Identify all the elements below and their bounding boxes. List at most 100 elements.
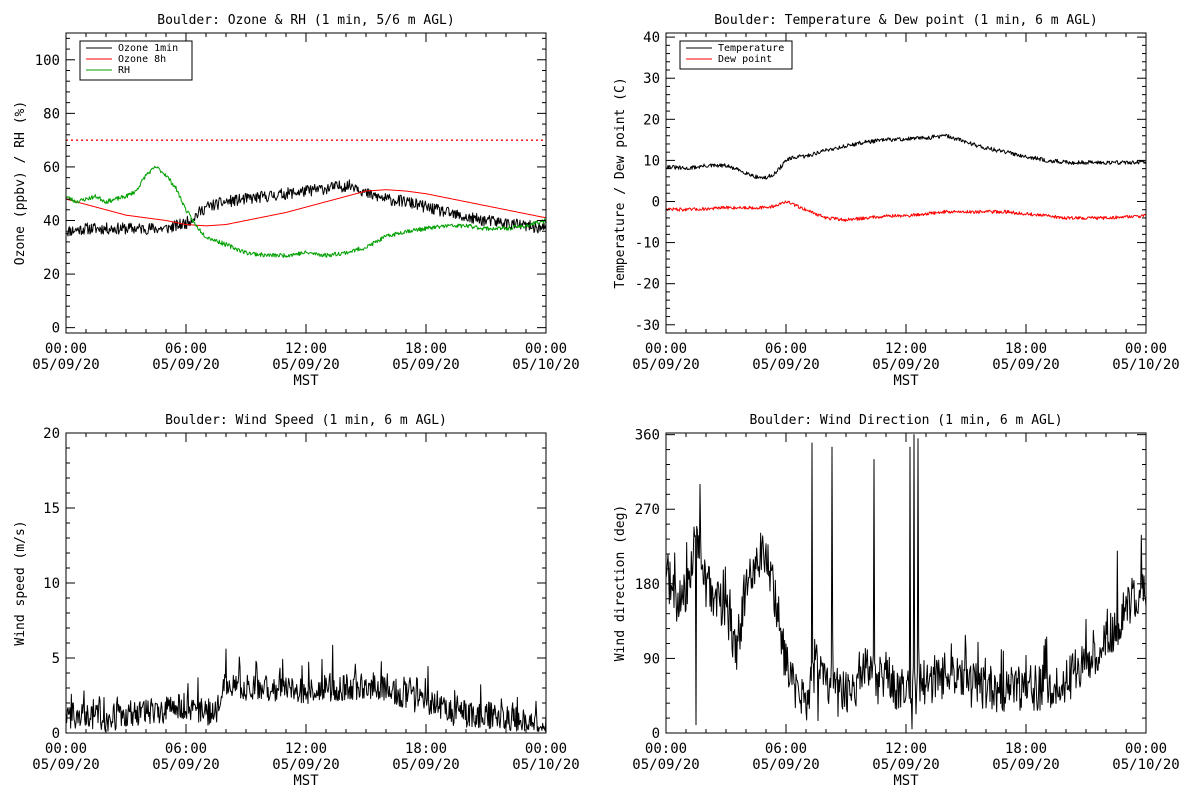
legend-label: Dew point bbox=[718, 54, 772, 65]
y-tick-label: 0 bbox=[652, 726, 660, 742]
x-tick-label-time: 18:00 bbox=[1005, 741, 1047, 757]
y-tick-label: 30 bbox=[643, 71, 660, 87]
x-tick-label-time: 12:00 bbox=[885, 341, 927, 357]
y-tick-label: 0 bbox=[52, 321, 60, 337]
y-tick-label: 90 bbox=[643, 651, 660, 667]
y-tick-label: 360 bbox=[635, 428, 660, 444]
y-tick-label: 10 bbox=[643, 153, 660, 169]
x-tick-label-time: 06:00 bbox=[765, 341, 807, 357]
y-axis-label: Ozone (ppbv) / RH (%) bbox=[13, 101, 28, 265]
x-tick-label-time: 18:00 bbox=[405, 741, 447, 757]
series-line-temperature bbox=[666, 133, 1146, 180]
y-tick-label: 40 bbox=[643, 30, 660, 46]
x-axis-label: MST bbox=[893, 773, 919, 789]
x-tick-label-time: 06:00 bbox=[165, 741, 207, 757]
y-tick-label: -30 bbox=[635, 318, 660, 334]
y-tick-label: 10 bbox=[43, 576, 60, 592]
x-tick-label-date: 05/09/20 bbox=[32, 357, 99, 373]
x-tick-label-date: 05/09/20 bbox=[392, 757, 459, 773]
x-tick-label-time: 12:00 bbox=[885, 741, 927, 757]
y-tick-label: 40 bbox=[43, 214, 60, 230]
y-tick-label: 15 bbox=[43, 501, 60, 517]
series-line-0 bbox=[66, 644, 546, 732]
x-tick-label-time: 00:00 bbox=[645, 341, 687, 357]
panel-wind_dir: Boulder: Wind Direction (1 min, 6 m AGL)… bbox=[613, 413, 1180, 789]
chart-title: Boulder: Wind Speed (1 min, 6 m AGL) bbox=[165, 413, 447, 428]
y-axis-label: Wind speed (m/s) bbox=[13, 520, 28, 645]
x-tick-label-time: 00:00 bbox=[525, 741, 567, 757]
x-tick-label-time: 00:00 bbox=[45, 741, 87, 757]
y-tick-label: 60 bbox=[43, 160, 60, 176]
y-tick-label: -20 bbox=[635, 277, 660, 293]
y-axis-label: Wind direction (deg) bbox=[613, 505, 628, 662]
y-tick-label: 0 bbox=[652, 194, 660, 210]
y-tick-label: 270 bbox=[635, 502, 660, 518]
x-axis-label: MST bbox=[893, 373, 919, 389]
plot-area bbox=[66, 644, 546, 732]
plot-area bbox=[66, 139, 546, 258]
x-tick-label-date: 05/09/20 bbox=[872, 357, 939, 373]
legend-label: Ozone 1min bbox=[118, 43, 178, 54]
x-axis-label: MST bbox=[293, 373, 319, 389]
x-tick-label-time: 06:00 bbox=[165, 341, 207, 357]
y-tick-label: 20 bbox=[43, 426, 60, 442]
series-line-dew-point bbox=[666, 200, 1146, 223]
legend-label: Temperature bbox=[718, 43, 784, 54]
x-tick-label-date: 05/09/20 bbox=[992, 357, 1059, 373]
axes-frame bbox=[665, 32, 1147, 334]
chart-title: Boulder: Temperature & Dew point (1 min,… bbox=[714, 13, 1098, 28]
x-tick-label-date: 05/09/20 bbox=[32, 757, 99, 773]
legend-box bbox=[679, 40, 793, 70]
panel-wind_speed: Boulder: Wind Speed (1 min, 6 m AGL) 00:0… bbox=[13, 413, 580, 789]
y-tick-label: 180 bbox=[635, 577, 660, 593]
x-tick-label-time: 00:00 bbox=[525, 341, 567, 357]
x-tick-label-date: 05/09/20 bbox=[632, 357, 699, 373]
x-tick-label-date: 05/10/20 bbox=[512, 357, 579, 373]
plot-area bbox=[666, 434, 1146, 730]
x-tick-label-time: 06:00 bbox=[765, 741, 807, 757]
x-tick-label-date: 05/09/20 bbox=[872, 757, 939, 773]
panel-temp_dew: Boulder: Temperature & Dew point (1 min,… bbox=[613, 13, 1180, 389]
y-tick-label: -10 bbox=[635, 236, 660, 252]
x-tick-label-date: 05/10/20 bbox=[512, 757, 579, 773]
y-tick-label: 5 bbox=[52, 651, 60, 667]
series-line-rh bbox=[66, 165, 546, 258]
panel-ozone_rh: Boulder: Ozone & RH (1 min, 5/6 m AGL)00… bbox=[13, 13, 580, 389]
x-tick-label-date: 05/09/20 bbox=[632, 757, 699, 773]
y-tick-label: 100 bbox=[35, 53, 60, 69]
x-tick-label-time: 00:00 bbox=[45, 341, 87, 357]
plot-area bbox=[666, 133, 1146, 223]
x-tick-label-date: 05/10/20 bbox=[1112, 357, 1179, 373]
chart-title: Boulder: Wind Direction (1 min, 6 m AGL) bbox=[749, 413, 1062, 428]
series-line-ozone-1min bbox=[66, 179, 546, 237]
x-axis-label: MST bbox=[293, 773, 319, 789]
series-line-0 bbox=[666, 434, 1146, 730]
x-tick-label-date: 05/09/20 bbox=[272, 357, 339, 373]
chart-title: Boulder: Ozone & RH (1 min, 5/6 m AGL) bbox=[157, 13, 454, 28]
legend-label: RH bbox=[118, 65, 130, 76]
x-tick-label-date: 05/10/20 bbox=[1112, 757, 1179, 773]
x-tick-label-date: 05/09/20 bbox=[272, 757, 339, 773]
series-line-ozone-8h bbox=[66, 189, 546, 227]
x-tick-label-date: 05/09/20 bbox=[392, 357, 459, 373]
axes-frame bbox=[65, 432, 547, 734]
x-tick-label-date: 05/09/20 bbox=[152, 357, 219, 373]
x-tick-label-time: 18:00 bbox=[405, 341, 447, 357]
x-tick-label-time: 18:00 bbox=[1005, 341, 1047, 357]
x-tick-label-time: 00:00 bbox=[1125, 741, 1167, 757]
x-tick-label-date: 05/09/20 bbox=[752, 357, 819, 373]
x-tick-label-date: 05/09/20 bbox=[752, 757, 819, 773]
y-tick-label: 0 bbox=[52, 726, 60, 742]
x-tick-label-date: 05/09/20 bbox=[152, 757, 219, 773]
y-tick-label: 20 bbox=[643, 112, 660, 128]
x-tick-label-date: 05/09/20 bbox=[992, 757, 1059, 773]
y-axis-label: Temperature / Dew point (C) bbox=[613, 77, 628, 288]
legend-label: Ozone 8h bbox=[118, 54, 166, 65]
x-tick-label-time: 12:00 bbox=[285, 341, 327, 357]
x-tick-label-time: 00:00 bbox=[645, 741, 687, 757]
y-tick-label: 20 bbox=[43, 267, 60, 283]
x-tick-label-time: 12:00 bbox=[285, 741, 327, 757]
y-tick-label: 80 bbox=[43, 106, 60, 122]
x-tick-label-time: 00:00 bbox=[1125, 341, 1167, 357]
